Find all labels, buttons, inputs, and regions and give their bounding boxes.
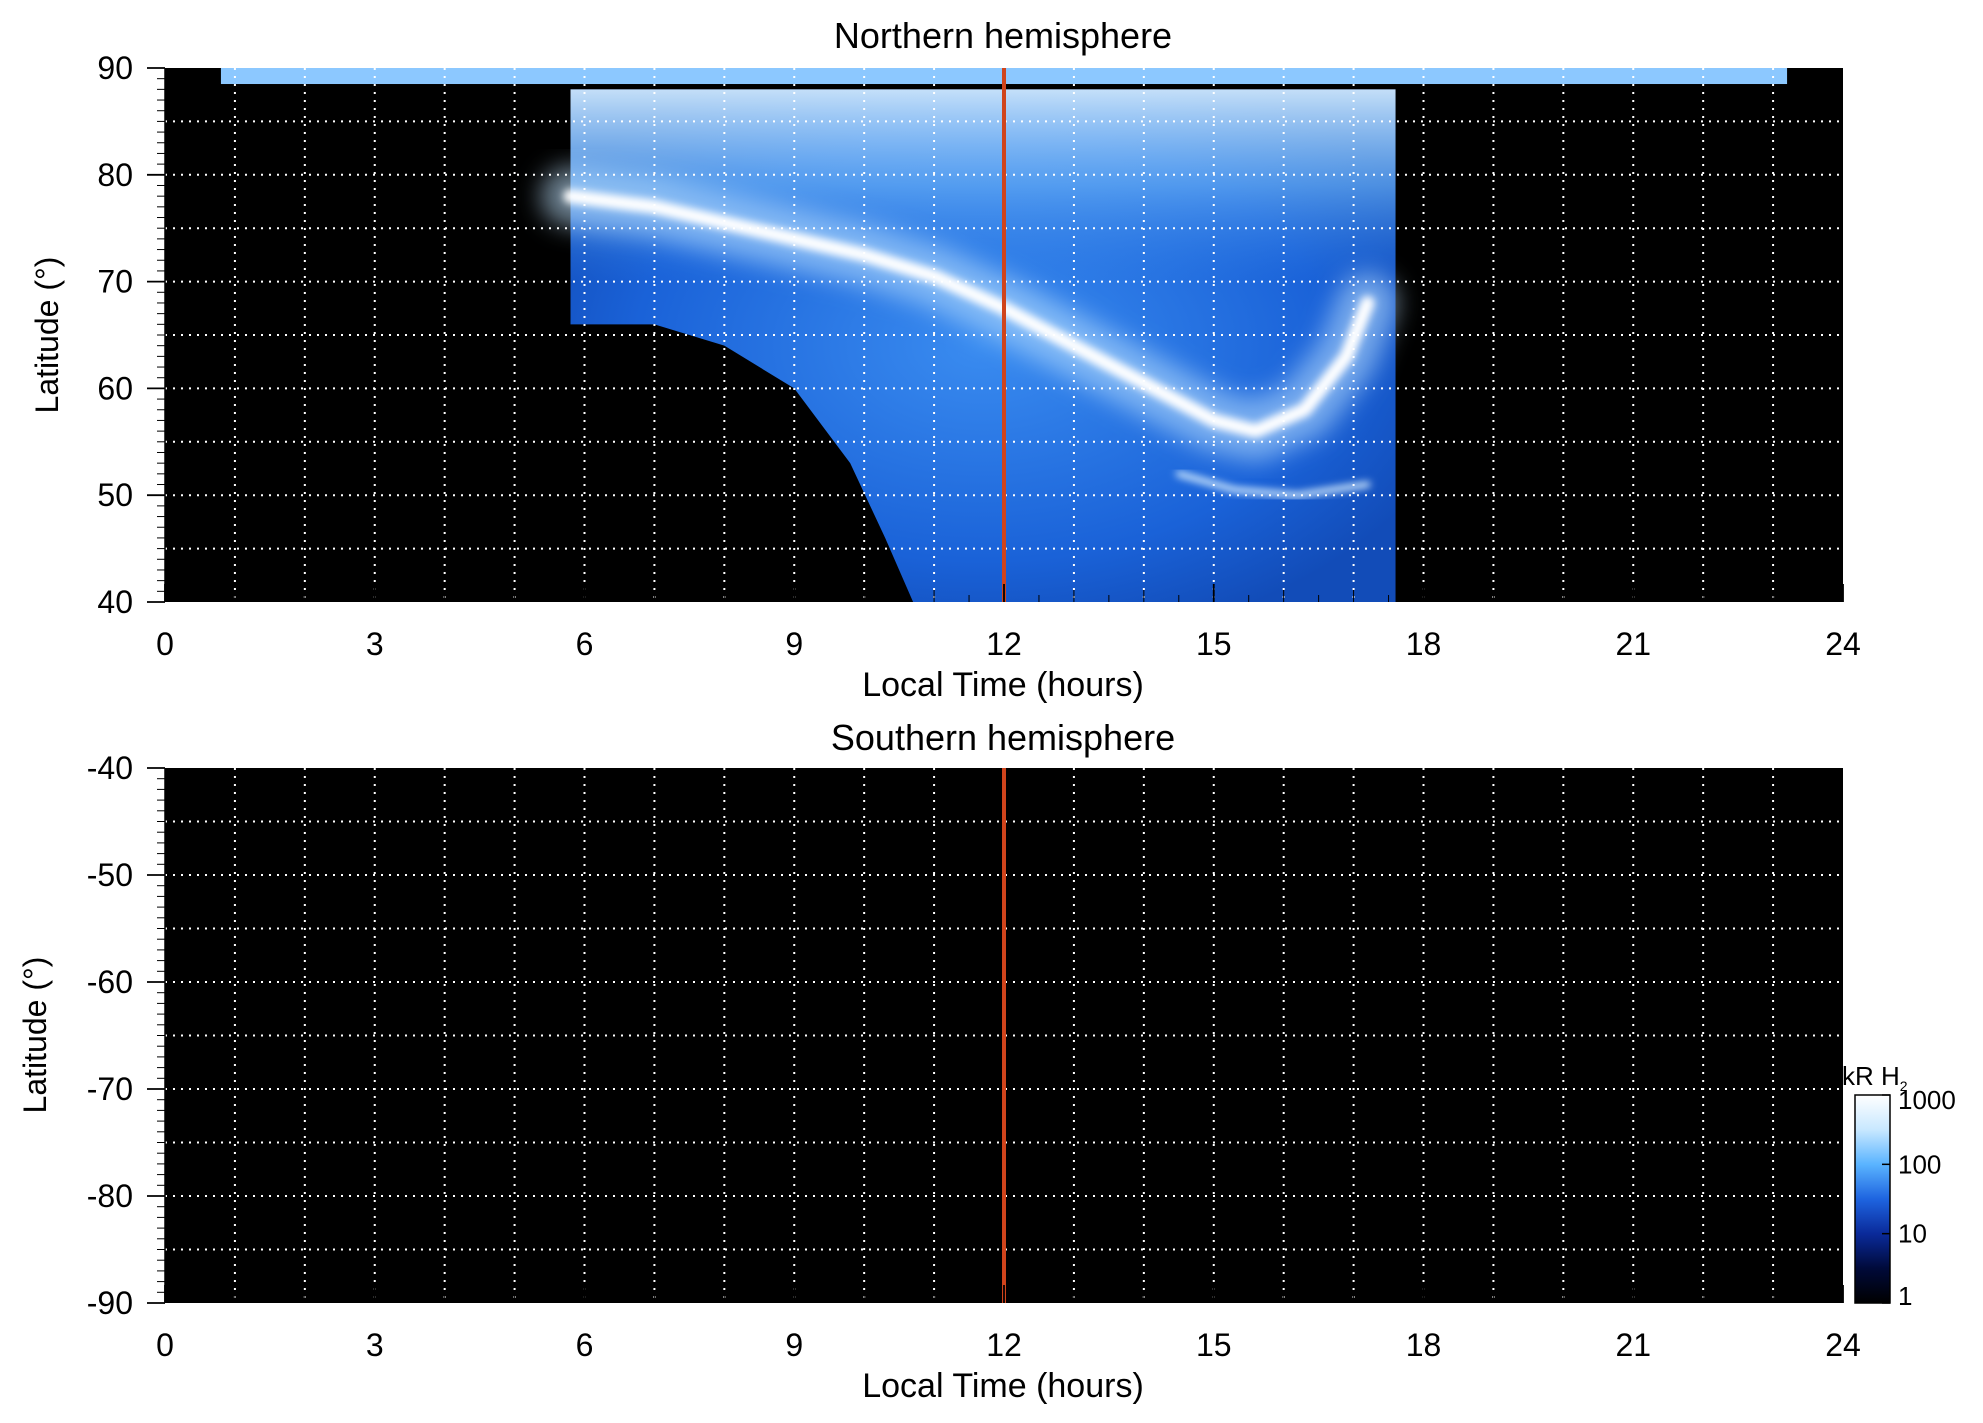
y-tick-label: 90 xyxy=(97,50,133,86)
x-tick-label: 9 xyxy=(785,1327,803,1363)
x-tick-label: 0 xyxy=(156,1327,174,1363)
x-tick-label: 12 xyxy=(986,1327,1022,1363)
y-tick-label: 80 xyxy=(97,157,133,193)
colorbar-ticks: 1000 100 10 1 xyxy=(1882,1085,1956,1311)
south-y-axis: -40 -50 -60 -70 -80 -90 xyxy=(87,750,166,1321)
colorbar-label: kR H2 xyxy=(1842,1061,1908,1094)
x-tick-label: 24 xyxy=(1825,626,1861,662)
colorbar-tick-label: 1 xyxy=(1898,1281,1912,1311)
north-grid xyxy=(165,68,1843,602)
x-tick-label: 3 xyxy=(366,1327,384,1363)
south-title: Southern hemisphere xyxy=(831,717,1175,758)
x-tick-label: 0 xyxy=(156,626,174,662)
x-tick-label: 9 xyxy=(785,626,803,662)
x-tick-label: 24 xyxy=(1825,1327,1861,1363)
north-ylabel: Latitude (°) xyxy=(29,257,65,414)
panel-south: Southern hemisphere -40 -50 -60 -70 -80 -90 0… xyxy=(17,717,1861,1405)
x-tick-label: 6 xyxy=(576,1327,594,1363)
x-tick-label: 21 xyxy=(1615,626,1651,662)
colorbar: kR H2 1000 100 10 1 xyxy=(1842,1061,1956,1311)
y-tick-label: 70 xyxy=(97,264,133,300)
panel-north: Northern hemisphere 40 50 60 70 80 90 0 3 6 9 12 1… xyxy=(29,15,1861,704)
colorbar-tick-label: 1000 xyxy=(1898,1085,1956,1115)
colorbar-tick-label: 10 xyxy=(1898,1219,1927,1249)
y-tick-label: -50 xyxy=(87,857,133,893)
south-xlabel: Local Time (hours) xyxy=(862,1367,1144,1405)
y-tick-label: -70 xyxy=(87,1071,133,1107)
north-y-axis: 40 50 60 70 80 90 xyxy=(97,50,166,620)
colorbar-label-sub: 2 xyxy=(1900,1078,1908,1094)
x-tick-label: 18 xyxy=(1406,1327,1442,1363)
x-tick-label: 15 xyxy=(1196,1327,1232,1363)
y-tick-label: 50 xyxy=(97,477,133,513)
x-tick-label: 6 xyxy=(576,626,594,662)
y-tick-label: 40 xyxy=(97,584,133,620)
y-tick-label: 60 xyxy=(97,370,133,406)
colorbar-tick-label: 100 xyxy=(1898,1149,1941,1179)
north-x-axis: 0 3 6 9 12 15 18 21 24 xyxy=(156,584,1861,662)
south-x-axis: 0 3 6 9 12 15 18 21 24 xyxy=(156,1285,1861,1363)
y-tick-label: -60 xyxy=(87,964,133,1000)
x-tick-label: 21 xyxy=(1615,1327,1651,1363)
auroral-oval xyxy=(563,189,1375,439)
south-ylabel: Latitude (°) xyxy=(17,957,53,1114)
y-tick-label: -40 xyxy=(87,750,133,786)
colorbar-label-main: kR H xyxy=(1842,1061,1900,1091)
colorbar-gradient xyxy=(1854,1094,1891,1304)
x-tick-label: 12 xyxy=(986,626,1022,662)
north-xlabel: Local Time (hours) xyxy=(862,666,1144,704)
north-emission xyxy=(220,68,1788,602)
y-tick-label: -90 xyxy=(87,1285,133,1321)
x-tick-label: 15 xyxy=(1196,626,1232,662)
x-tick-label: 3 xyxy=(366,626,384,662)
x-tick-label: 18 xyxy=(1406,626,1442,662)
secondary-arc xyxy=(1175,470,1371,499)
north-title: Northern hemisphere xyxy=(834,15,1172,56)
y-tick-label: -80 xyxy=(87,1178,133,1214)
south-grid xyxy=(165,768,1843,1303)
